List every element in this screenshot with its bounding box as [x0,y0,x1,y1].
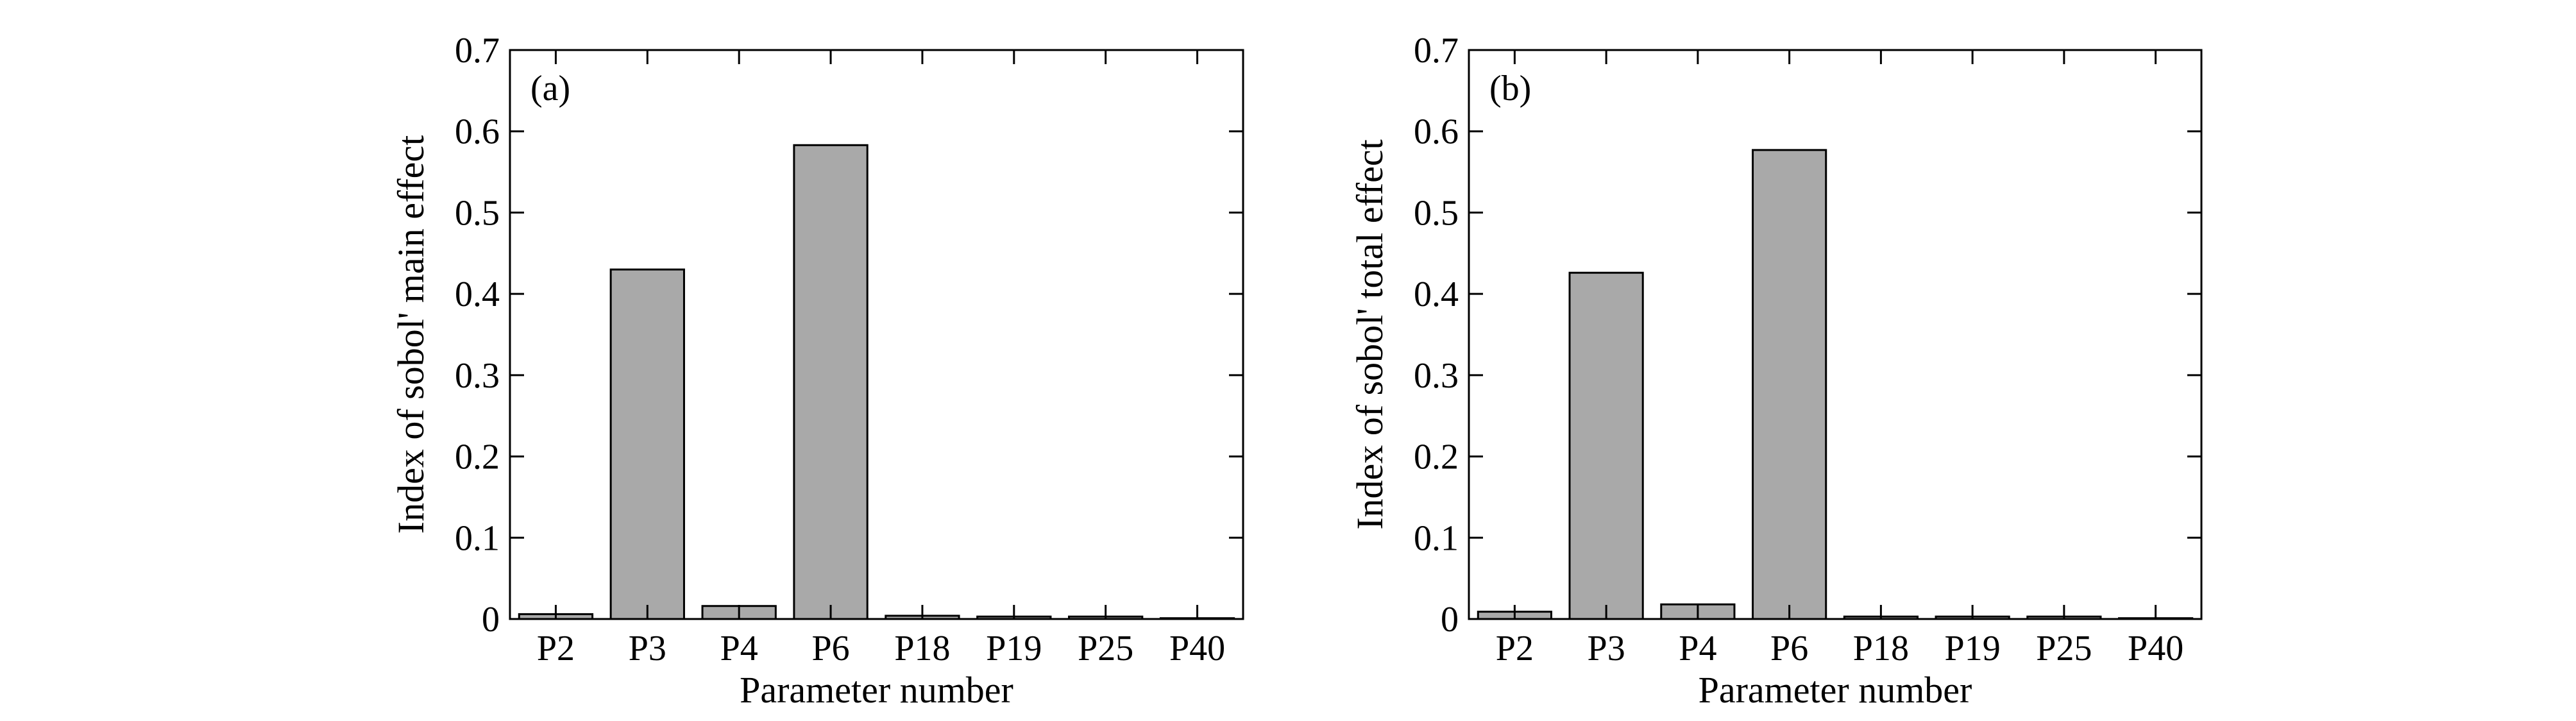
chart-a-axes-frame [509,49,1244,620]
chart-b-xtick-label-p3: P3 [1588,629,1625,668]
chart-b-xtick-label-p4: P4 [1679,629,1716,668]
chart-a-xtick-label-p25: P25 [1078,629,1133,668]
chart-panel-a: 0 0.1 0.2 0.3 0.4 0.5 0.6 0.7 P2 P3 P4 P6 P18 P19 P25 P… [390,31,1244,711]
chart-a-ytick-label: 0.2 [455,437,500,477]
chart-a-xtick-label-p2: P2 [537,629,575,668]
chart-a-xtick-label-p4: P4 [720,629,758,668]
chart-a-xtick-label-p18: P18 [894,629,950,668]
chart-b-xtick-label-p40: P40 [2128,629,2183,668]
chart-a-xtick-label-p3: P3 [629,629,666,668]
chart-b-ylabel: Index of sobol' total effect [1349,139,1391,530]
chart-a-ytick-label: 0.1 [455,518,500,558]
chart-b-ytick-label: 0.7 [1414,31,1459,71]
chart-a-xtick-label-p40: P40 [1169,629,1225,668]
chart-a-ytick-label: 0.3 [455,356,500,396]
chart-a-bar-p6 [793,144,869,620]
chart-b-ytick-label: 0.3 [1414,356,1459,396]
chart-a-xtick-label-p6: P6 [811,629,849,668]
chart-a-xlabel: Parameter number [740,669,1013,711]
chart-a-ytick-label: 0.4 [455,275,500,314]
chart-b-ytick-label: 0.2 [1414,437,1459,477]
chart-panel-b: 0 0.1 0.2 0.3 0.4 0.5 0.6 0.7 P2 P3 P4 P6 P18 P19 P25 P… [1349,31,2203,711]
chart-a-ytick-label: 0 [482,600,500,640]
chart-a-xtick-label-p19: P19 [986,629,1042,668]
chart-b-ytick-label: 0 [1441,600,1459,640]
chart-b-ytick-label: 0.5 [1414,193,1459,233]
chart-b-ytick-label: 0.6 [1414,112,1459,152]
chart-b-xtick-label-p25: P25 [2036,629,2092,668]
chart-a-ylabel: Index of sobol' main effect [390,135,432,534]
chart-a-bar-p3 [609,268,685,620]
chart-b-xtick-label-p6: P6 [1770,629,1808,668]
chart-b-bar-p3 [1568,271,1644,620]
chart-b-bar-p6 [1752,149,1827,620]
chart-a-ytick-label: 0.6 [455,112,500,152]
chart-b-xtick-label-p19: P19 [1945,629,2001,668]
chart-b-ytick-label: 0.4 [1414,275,1459,314]
chart-b-axes-frame [1468,49,2203,620]
chart-a-panel-label: (a) [530,69,570,108]
chart-b-xlabel: Parameter number [1699,669,1972,711]
chart-b-xtick-label-p18: P18 [1853,629,1909,668]
chart-a-ytick-label: 0.5 [455,193,500,233]
chart-a-ytick-label: 0.7 [455,31,500,71]
chart-b-ytick-label: 0.1 [1414,518,1459,558]
chart-b-panel-label: (b) [1489,69,1531,108]
chart-b-xtick-label-p2: P2 [1496,629,1534,668]
